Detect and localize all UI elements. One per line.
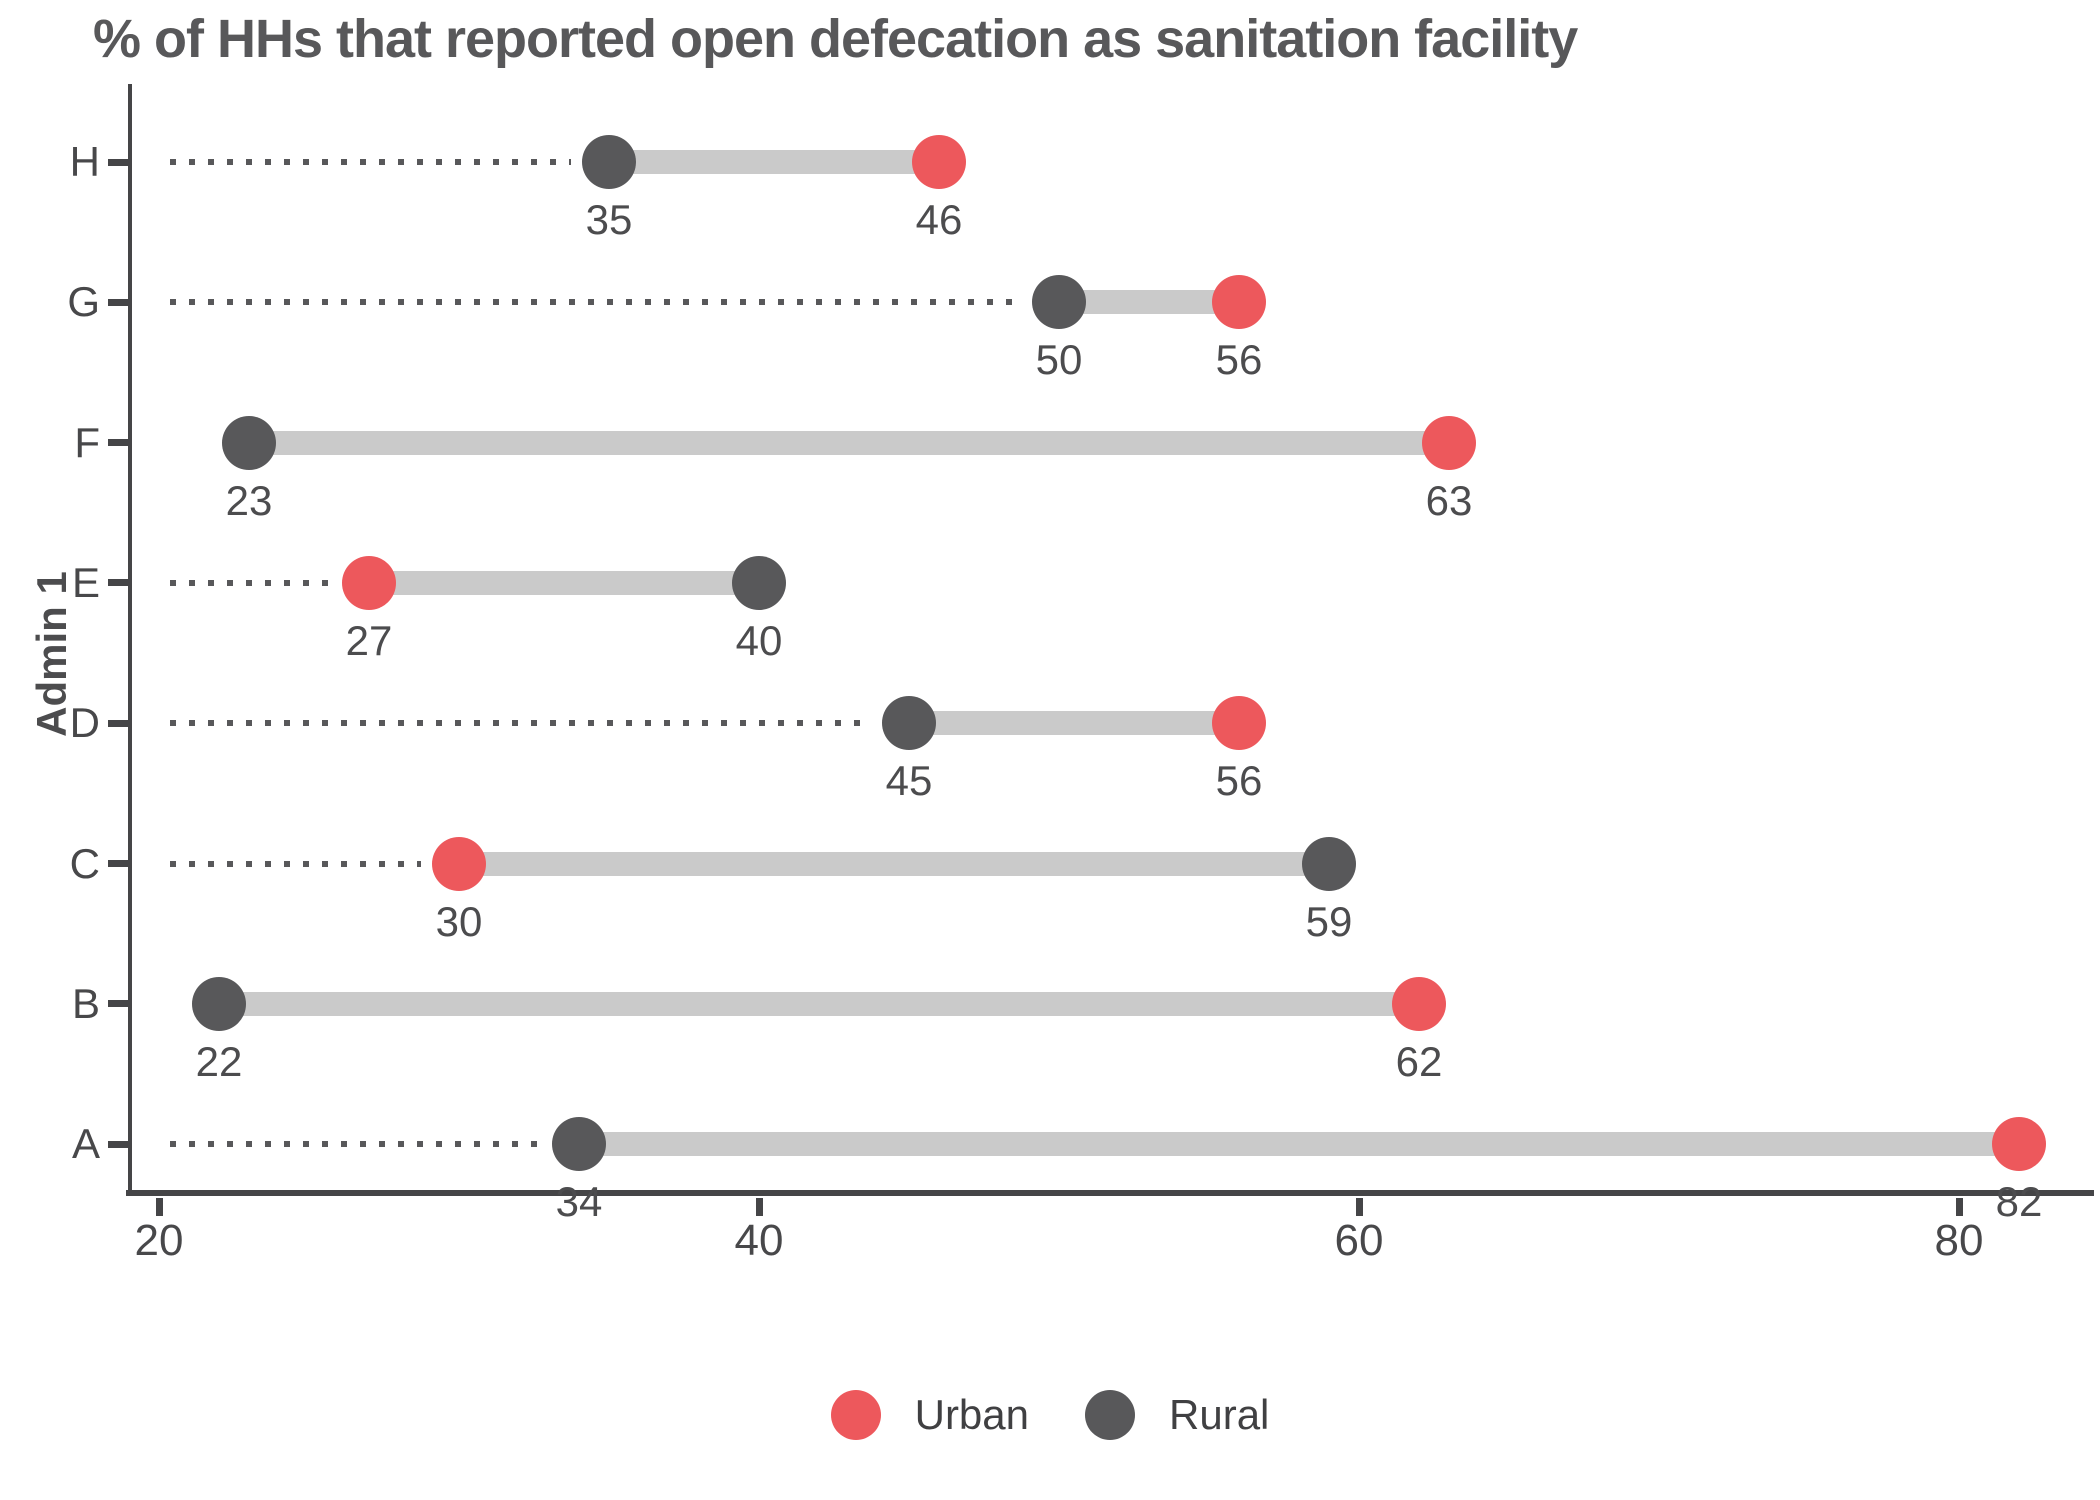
urban-value-label: 63 bbox=[1425, 476, 1473, 524]
y-axis-line bbox=[128, 84, 132, 1196]
rural-value-label: 45 bbox=[885, 757, 933, 805]
connector-bar bbox=[909, 711, 1239, 736]
rural-point bbox=[1302, 836, 1356, 891]
urban-value-label: 46 bbox=[915, 196, 963, 243]
urban-point bbox=[912, 135, 966, 189]
y-tick bbox=[108, 158, 130, 166]
rural-value-label: 22 bbox=[195, 1037, 243, 1085]
x-tick-label: 80 bbox=[1934, 1216, 1984, 1265]
x-axis-line bbox=[126, 1190, 2094, 1196]
y-tick bbox=[108, 439, 130, 447]
x-tick bbox=[1355, 1198, 1363, 1216]
category-label-B: B bbox=[71, 979, 100, 1027]
y-tick bbox=[108, 1000, 130, 1008]
x-tick bbox=[755, 1198, 763, 1216]
urban-point bbox=[1212, 275, 1266, 330]
urban-value-label: 82 bbox=[1995, 1178, 2043, 1226]
urban-value-label: 56 bbox=[1215, 336, 1263, 384]
category-label-A: A bbox=[71, 1120, 100, 1168]
rural-point bbox=[552, 1117, 606, 1172]
connector-bar bbox=[249, 430, 1449, 455]
connector-bar bbox=[219, 991, 1419, 1016]
chart-title: % of HHs that reported open defecation a… bbox=[93, 9, 1578, 69]
category-label-E: E bbox=[71, 558, 100, 606]
y-tick bbox=[108, 298, 130, 306]
rural-value-label: 50 bbox=[1035, 336, 1083, 384]
connector-bar bbox=[1059, 290, 1239, 315]
urban-value-label: 27 bbox=[345, 616, 393, 664]
rural-legend-dot-icon bbox=[1085, 1390, 1136, 1440]
rural-point bbox=[1032, 275, 1086, 330]
y-tick bbox=[108, 860, 130, 867]
dotted-leader bbox=[170, 159, 571, 165]
dotted-leader bbox=[170, 1141, 541, 1148]
dotted-leader bbox=[170, 720, 871, 727]
connector-bar bbox=[369, 570, 759, 595]
urban-point bbox=[432, 836, 486, 891]
connector-bar bbox=[459, 851, 1329, 876]
connector-bar bbox=[609, 150, 939, 174]
urban-legend-dot-icon bbox=[830, 1390, 881, 1440]
y-tick bbox=[108, 1140, 130, 1148]
urban-value-label: 56 bbox=[1215, 757, 1263, 805]
x-tick-label: 60 bbox=[1334, 1216, 1384, 1265]
rural-value-label: 34 bbox=[555, 1178, 603, 1226]
rural-point bbox=[222, 415, 276, 470]
category-label-F: F bbox=[74, 418, 100, 466]
legend-item-rural: Rural bbox=[1085, 1390, 1269, 1440]
legend: Urban Rural bbox=[0, 1390, 2100, 1440]
urban-value-label: 30 bbox=[435, 897, 483, 945]
x-tick-label: 40 bbox=[734, 1216, 784, 1265]
category-label-C: C bbox=[69, 839, 100, 887]
rural-point bbox=[732, 555, 786, 610]
category-label-G: G bbox=[67, 278, 100, 326]
x-tick bbox=[1955, 1198, 1963, 1216]
x-tick bbox=[155, 1198, 163, 1216]
urban-value-label: 62 bbox=[1395, 1037, 1443, 1085]
rural-value-label: 35 bbox=[585, 196, 633, 243]
legend-label-urban: Urban bbox=[914, 1391, 1030, 1438]
rural-value-label: 59 bbox=[1305, 897, 1353, 945]
connector-bar bbox=[579, 1132, 2019, 1157]
y-tick bbox=[108, 579, 130, 587]
rural-value-label: 23 bbox=[225, 476, 273, 524]
urban-point bbox=[342, 555, 396, 610]
urban-point bbox=[1992, 1117, 2046, 1172]
dotted-leader bbox=[170, 579, 331, 586]
urban-point bbox=[1392, 976, 1446, 1031]
y-tick bbox=[108, 719, 130, 727]
rural-point bbox=[582, 135, 636, 189]
urban-point bbox=[1422, 415, 1476, 470]
category-label-D: D bbox=[69, 699, 100, 747]
rural-point bbox=[192, 976, 246, 1031]
dotted-leader bbox=[170, 860, 421, 867]
rural-value-label: 40 bbox=[735, 616, 783, 664]
legend-label-rural: Rural bbox=[1169, 1391, 1270, 1438]
category-label-H: H bbox=[69, 138, 100, 185]
x-tick-label: 20 bbox=[134, 1216, 184, 1265]
urban-point bbox=[1212, 696, 1266, 751]
dotted-leader bbox=[170, 299, 1021, 306]
rural-point bbox=[882, 696, 936, 751]
legend-item-urban: Urban bbox=[830, 1390, 1030, 1440]
